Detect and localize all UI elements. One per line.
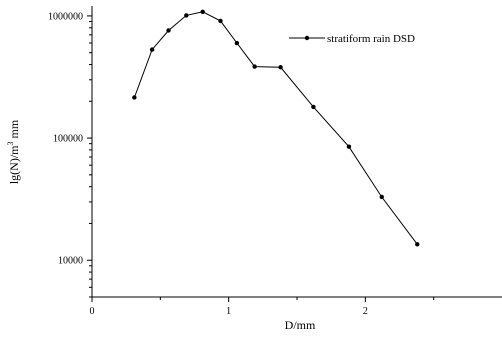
- series-line: [133, 11, 418, 245]
- y-tick-label: 10000: [58, 256, 83, 267]
- data-point: [166, 28, 171, 33]
- y-tick-label: 1000000: [48, 11, 83, 22]
- data-point: [200, 9, 205, 15]
- x-tick-label: 0: [90, 306, 95, 317]
- data-point: [278, 65, 283, 70]
- data-point: [346, 144, 352, 149]
- legend-marker: [304, 35, 310, 41]
- data-point: [132, 95, 137, 100]
- legend: stratiform rain DSD: [289, 33, 415, 45]
- data-point: [379, 194, 384, 200]
- x-tick-label: 2: [363, 306, 368, 317]
- y-axis-title-main: lg(N)/m: [7, 145, 21, 184]
- data-point: [252, 64, 257, 69]
- x-axis-title: D/mm: [285, 318, 316, 332]
- data-point: [149, 47, 155, 52]
- series: [132, 9, 420, 247]
- data-point: [218, 18, 223, 24]
- data-point: [184, 13, 189, 18]
- ticks: 0 1 2 10000 100000 1000000: [48, 11, 435, 317]
- x-tick-label: 1: [226, 306, 231, 317]
- data-point: [234, 40, 240, 46]
- legend-label: stratiform rain DSD: [327, 33, 415, 45]
- y-axis-title-unit: mm: [7, 119, 21, 141]
- data-point: [415, 242, 420, 247]
- data-point: [311, 104, 316, 110]
- y-tick-label: 100000: [53, 134, 83, 145]
- y-axis-title-superscript: 3: [6, 142, 15, 146]
- y-axis-title: lg(N)/m3 mm: [6, 119, 21, 184]
